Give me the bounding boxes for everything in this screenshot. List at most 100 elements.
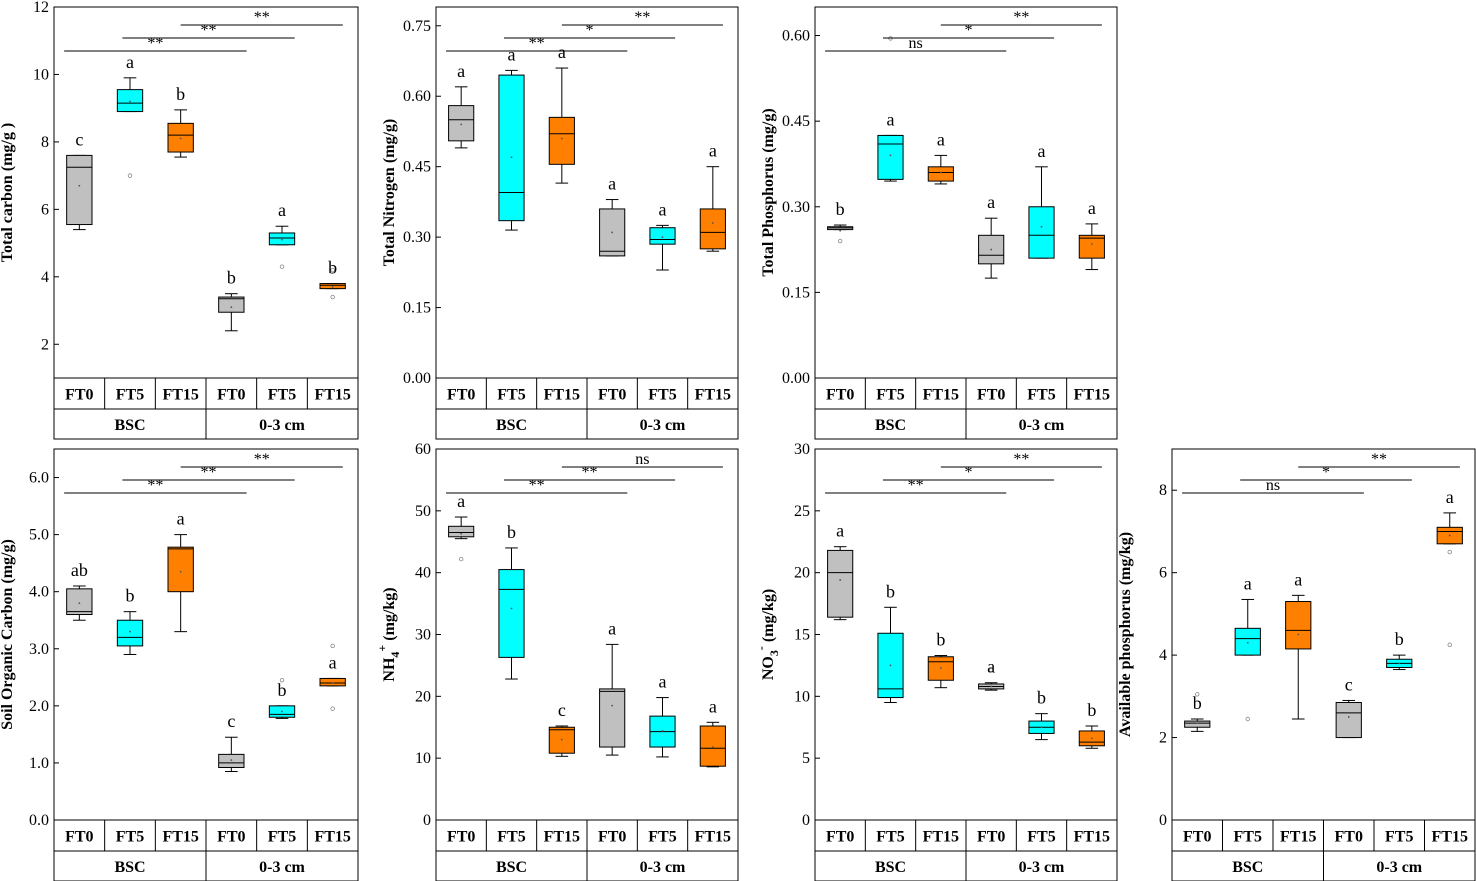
panel-frame xyxy=(53,6,359,440)
comparison-label: ** xyxy=(254,9,270,26)
mean-point xyxy=(939,666,942,669)
y-tick-label: 6.0 xyxy=(29,470,49,487)
iqr-box xyxy=(66,154,93,226)
y-tick-label: 10 xyxy=(415,750,431,767)
category-label: FT15 xyxy=(1432,829,1468,846)
category-label: FT5 xyxy=(876,387,904,404)
comparison-label: * xyxy=(965,464,973,481)
iqr-box xyxy=(448,525,475,538)
iqr-box xyxy=(498,74,525,222)
significance-letter: b xyxy=(278,680,287,700)
significance-letter: a xyxy=(177,509,185,529)
outlier-point xyxy=(279,264,285,269)
mean-point xyxy=(661,236,664,239)
category-label: FT15 xyxy=(1074,829,1110,846)
outlier-point xyxy=(1447,549,1452,555)
mean-point xyxy=(711,746,714,748)
significance-letter: a xyxy=(709,141,717,161)
significance-letter: a xyxy=(659,199,667,219)
panel-frame xyxy=(814,448,1118,881)
mean-point xyxy=(230,759,233,761)
y-tick-label: 0.0 xyxy=(29,812,49,829)
significance-letter: a xyxy=(278,200,286,220)
box-ft5-soil: a xyxy=(1028,141,1055,259)
iqr-box xyxy=(448,105,475,142)
box-ft15-soil: a xyxy=(319,643,346,711)
category-label: FT0 xyxy=(977,829,1005,846)
category-label: FT15 xyxy=(1280,829,1316,846)
box-ft5-soil: a xyxy=(649,672,676,758)
group-label: BSC xyxy=(496,417,527,434)
box-ft0-soil: a xyxy=(599,174,626,257)
y-tick-label: 0.00 xyxy=(403,370,431,387)
box-ft15-soil: a xyxy=(1436,487,1463,648)
iqr-box xyxy=(1234,627,1261,656)
significance-letter: c xyxy=(75,129,83,149)
category-label: FT0 xyxy=(447,387,475,404)
mean-point xyxy=(611,231,614,234)
y-axis-title-main: NH xyxy=(381,657,398,682)
y-axis-title: Available phosphorus (mg/kg) xyxy=(1117,532,1134,737)
significance-letter: a xyxy=(937,129,945,149)
panel-2: 0.00 0.15 0.30 0.45 0.60 0.75 Total Nitrogen (… xyxy=(381,6,739,440)
significance-letter: b xyxy=(1037,688,1046,708)
mean-point xyxy=(1040,726,1043,729)
y-tick-label: 25 xyxy=(794,503,810,520)
significance-letter: a xyxy=(659,672,667,692)
mean-point xyxy=(129,630,131,633)
significance-letter: a xyxy=(836,521,844,541)
comparison-label: ** xyxy=(908,477,924,494)
comparison-label: ns xyxy=(909,35,923,52)
significance-letter: a xyxy=(1294,569,1302,589)
y-tick-label: 0.15 xyxy=(782,284,810,301)
comparison-label: ** xyxy=(1013,9,1029,26)
y-tick-label: 0.45 xyxy=(782,113,810,130)
iqr-box xyxy=(827,549,854,618)
significance-letter: a xyxy=(1088,198,1096,218)
category-label: FT0 xyxy=(65,829,93,846)
category-label: FT15 xyxy=(923,829,959,846)
category-label: FT15 xyxy=(923,387,959,404)
outlier-point xyxy=(330,643,335,649)
box-ft5-soil: b xyxy=(1028,688,1055,741)
outlier-point xyxy=(837,238,843,244)
y-axis-title-unit: (mg/kg) xyxy=(760,589,777,646)
category-label: FT15 xyxy=(695,829,731,846)
y-axis-title-unit: (mg/kg) xyxy=(381,587,398,644)
mean-point xyxy=(460,123,463,126)
panel-frame xyxy=(435,6,739,440)
significance-letter: a xyxy=(126,52,134,72)
mean-point xyxy=(331,286,334,288)
mean-point xyxy=(281,238,283,241)
box-ft15-bsc: a xyxy=(548,42,575,184)
category-label: FT5 xyxy=(268,829,296,846)
panel-frame xyxy=(435,448,739,881)
significance-letter: b xyxy=(836,199,845,219)
significance-letter: b xyxy=(886,581,895,601)
iqr-box xyxy=(1285,601,1312,650)
category-label: FT5 xyxy=(116,829,144,846)
comparison-label: ** xyxy=(201,22,217,39)
box-ft0-bsc: b xyxy=(1184,692,1211,732)
significance-letter: b xyxy=(126,586,135,606)
mean-point xyxy=(939,171,942,174)
y-tick-label: 10 xyxy=(33,66,49,83)
iqr-box xyxy=(1335,702,1362,739)
box-ft0-soil: c xyxy=(218,711,245,772)
category-label: FT0 xyxy=(826,387,854,404)
box-ft15-bsc: b xyxy=(927,630,954,689)
box-ft15-bsc: a xyxy=(167,509,194,633)
category-label: FT5 xyxy=(1385,829,1413,846)
significance-letter: a xyxy=(1244,573,1252,593)
comparison-label: ** xyxy=(254,451,270,468)
panel-frame xyxy=(814,6,1118,440)
mean-point xyxy=(711,222,714,224)
mean-point xyxy=(281,710,283,713)
y-axis-title-superscript: - xyxy=(754,646,768,650)
mean-point xyxy=(990,248,993,251)
box-ft15-soil: a xyxy=(699,141,726,252)
group-label: BSC xyxy=(875,417,906,434)
y-axis-title: NH4+ (mg/kg) xyxy=(375,587,402,681)
mean-point xyxy=(611,704,614,707)
outlier-point xyxy=(279,677,285,683)
